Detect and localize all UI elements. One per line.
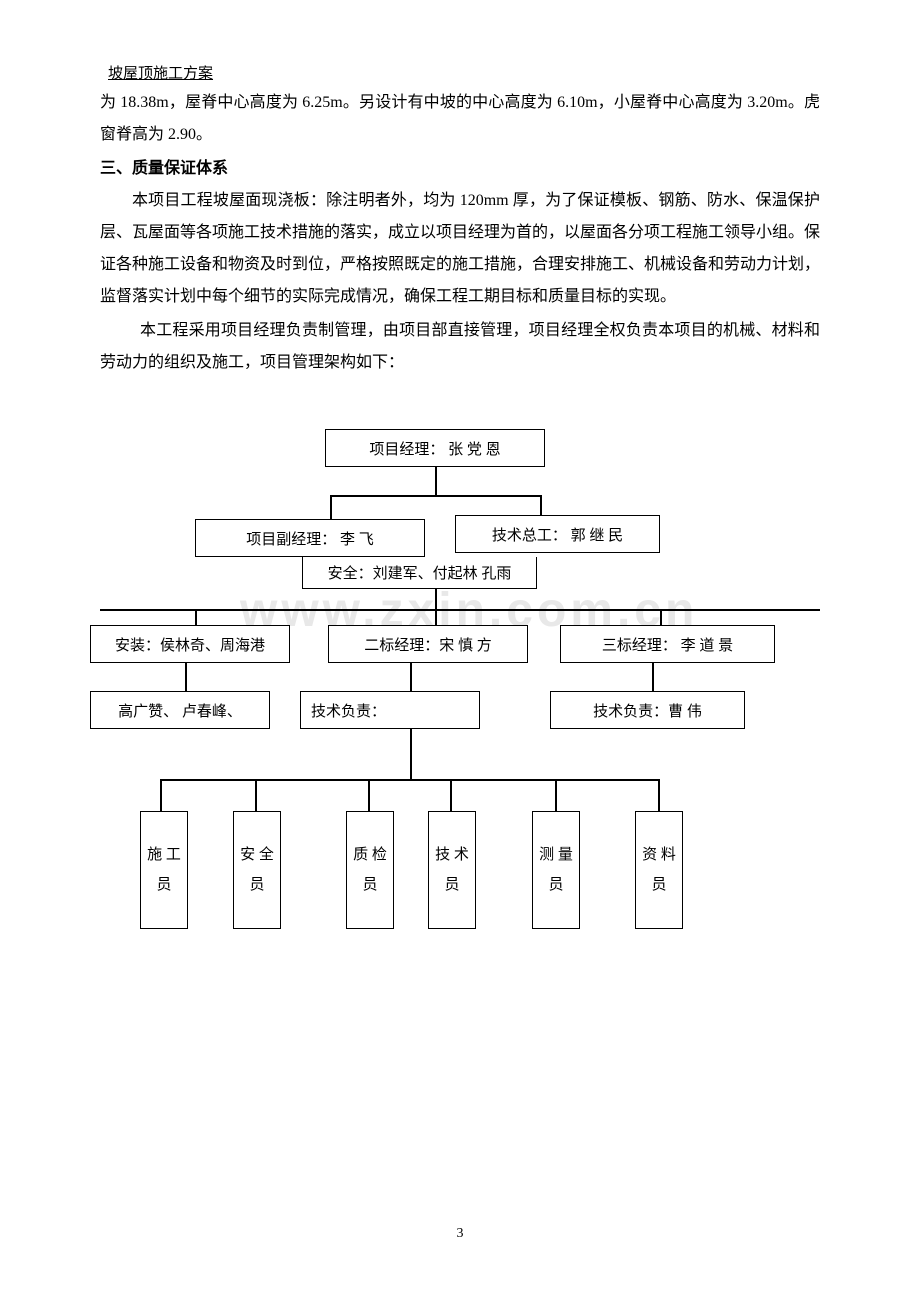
connector [255, 779, 257, 811]
connector [410, 729, 412, 779]
section-heading: 三、质量保证体系 [100, 153, 820, 185]
header-title: 坡屋顶施工方案 [100, 62, 820, 83]
role-label: 技 术 员 [435, 840, 469, 900]
node-tech-chief: 技术总工： 郭 继 民 [455, 515, 660, 553]
node-role-2: 安 全 员 [233, 811, 281, 929]
connector [330, 495, 540, 497]
role-label: 资 料 员 [642, 840, 676, 900]
node-pm: 项目经理： 张 党 恩 [325, 429, 545, 467]
node-role-4: 技 术 员 [428, 811, 476, 929]
connector [450, 779, 452, 811]
node-role-6: 资 料 员 [635, 811, 683, 929]
connector [410, 663, 412, 691]
connector [195, 609, 197, 625]
node-role-3: 质 检 员 [346, 811, 394, 929]
connector [660, 609, 662, 625]
connector [185, 663, 187, 691]
node-l4-1: 高广赞、 卢春峰、 [90, 691, 270, 729]
node-role-5: 测 量 员 [532, 811, 580, 929]
node-mgr3: 三标经理： 李 道 景 [560, 625, 775, 663]
node-vpm: 项目副经理： 李 飞 [195, 519, 425, 557]
paragraph-3: 本工程采用项目经理负责制管理，由项目部直接管理，项目经理全权负责本项目的机械、材… [100, 315, 820, 379]
connector [435, 589, 437, 609]
role-label: 测 量 员 [539, 840, 573, 900]
connector [435, 609, 437, 625]
connector [160, 779, 162, 811]
connector [555, 779, 557, 811]
connector [100, 609, 820, 611]
connector [160, 779, 660, 781]
connector [330, 495, 332, 519]
connector [435, 467, 437, 495]
node-install: 安装：侯林奇、周海港 [90, 625, 290, 663]
paragraph-1: 为 18.38m，屋脊中心高度为 6.25m。另设计有中坡的中心高度为 6.10… [100, 87, 820, 151]
node-l4-3: 技术负责：曹 伟 [550, 691, 745, 729]
node-mgr2: 二标经理：宋 慎 方 [328, 625, 528, 663]
node-l4-2: 技术负责： [300, 691, 480, 729]
node-safety: 安全：刘建军、付起林 孔雨 [302, 557, 537, 589]
node-role-1: 施 工 员 [140, 811, 188, 929]
connector [652, 663, 654, 691]
connector [368, 779, 370, 811]
paragraph-2: 本项目工程坡屋面现浇板：除注明者外，均为 120mm 厚，为了保证模板、钢筋、防… [100, 185, 820, 313]
connector [658, 779, 660, 811]
role-label: 安 全 员 [240, 840, 274, 900]
role-label: 质 检 员 [353, 840, 387, 900]
page-number: 3 [0, 1226, 920, 1242]
org-chart: 项目经理： 张 党 恩 项目副经理： 李 飞 技术总工： 郭 继 民 安全：刘建… [100, 429, 820, 1029]
role-label: 施 工 员 [147, 840, 181, 900]
